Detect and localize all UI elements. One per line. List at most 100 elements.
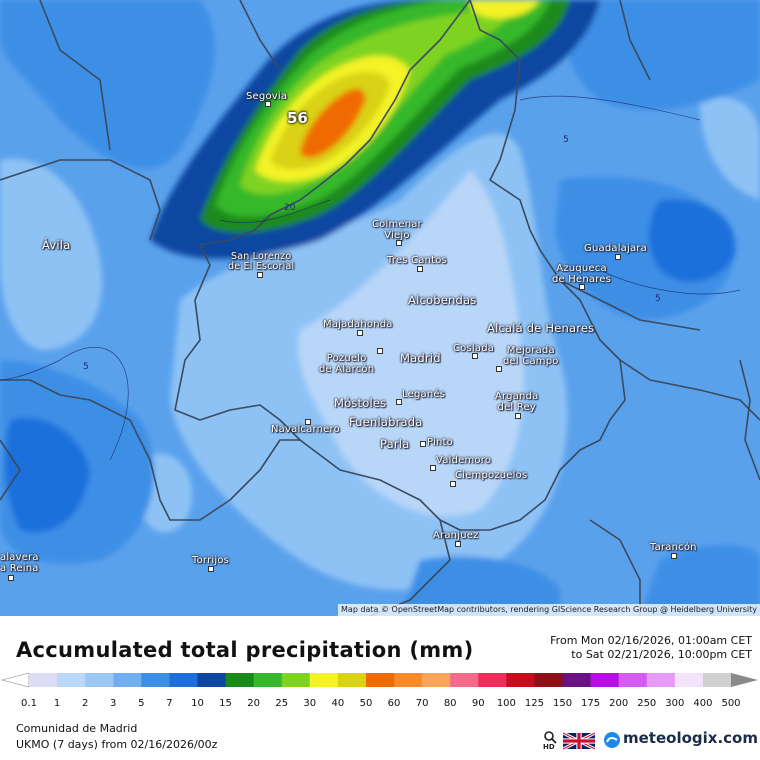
city-marker <box>396 399 402 405</box>
city-label-parla: Parla <box>380 437 410 451</box>
city-label-ciempozuelos: Ciempozuelos <box>455 470 528 481</box>
legend-swatch <box>225 673 255 687</box>
map-attribution: Map data © OpenStreetMap contributors, r… <box>338 604 760 616</box>
city-label-valdemoro: Valdemoro <box>436 455 492 466</box>
legend-swatch <box>141 673 170 687</box>
legend-swatch <box>534 673 564 687</box>
legend-swatch <box>253 673 283 687</box>
legend-swatch <box>113 673 142 687</box>
legend-swatch <box>618 673 648 687</box>
city-label-alcala: Alcalá de Henares <box>487 321 595 335</box>
city-label-trescantos: Tres Cantos <box>387 255 447 266</box>
legend-swatch <box>57 673 86 687</box>
hd-search-icon[interactable]: HD <box>543 730 559 751</box>
legend-swatch <box>562 673 592 687</box>
legend-swatch <box>394 673 423 687</box>
legend-swatch <box>281 673 311 687</box>
legend-tick-label: 200 <box>609 698 629 709</box>
city-label-arganda: Arganda del Rey <box>495 391 539 413</box>
legend-tick-label: 400 <box>693 698 713 709</box>
city-marker <box>450 481 456 487</box>
legend-tick-label: 25 <box>275 698 289 709</box>
city-label-pozuelo: Pozuelo de Alarcón <box>319 353 375 375</box>
city-marker <box>305 419 311 425</box>
city-marker <box>417 266 423 272</box>
region-name: Comunidad de Madrid <box>16 722 138 735</box>
city-label-fuenlabrada: Fuenlabrada <box>349 415 423 429</box>
city-label-colmenar: Colmenar Viejo <box>372 219 422 241</box>
legend-tick-label: 15 <box>219 698 232 709</box>
legend-swatch <box>590 673 620 687</box>
legend-tick-label: 5 <box>138 698 145 709</box>
legend-swatch <box>169 673 198 687</box>
city-marker <box>671 553 677 559</box>
contour-label: 5 <box>83 362 89 372</box>
precipitation-map[interactable]: 56 20 5 5 5 Segovia Ávila Colmenar Viejo… <box>0 0 760 616</box>
city-marker <box>208 566 214 572</box>
city-label-majadahonda: Majadahonda <box>323 319 393 330</box>
legend-swatch <box>29 673 58 687</box>
legend-swatch <box>450 673 479 687</box>
city-marker <box>257 272 263 278</box>
city-marker <box>420 441 426 447</box>
legend-swatch <box>337 673 367 687</box>
legend-tick-label: 90 <box>471 698 485 709</box>
legend-tick-label: 125 <box>524 698 544 709</box>
legend-swatch <box>506 673 535 687</box>
brand-name[interactable]: meteologix.com <box>623 729 758 747</box>
model-info: UKMO (7 days) from 02/16/2026/00z <box>16 738 218 751</box>
meteologix-logo-icon <box>603 731 621 749</box>
city-label-leganes: Leganés <box>402 389 446 400</box>
legend-tick-label: 300 <box>665 698 685 709</box>
legend-tick-label: 80 <box>443 698 457 709</box>
legend-swatch <box>85 673 114 687</box>
city-label-coslada: Coslada <box>453 343 495 354</box>
legend-arrow-low <box>0 672 30 688</box>
hd-label: HD <box>543 743 555 751</box>
legend-swatch <box>422 673 451 687</box>
city-marker <box>515 413 521 419</box>
city-label-aranjuez: Aranjuez <box>433 530 479 541</box>
legend-tick-label: 500 <box>721 698 741 709</box>
city-label-segovia: Segovia <box>246 91 288 102</box>
legend-tick-label: 10 <box>191 698 204 709</box>
legend-swatch <box>478 673 507 687</box>
legend-swatch <box>309 673 339 687</box>
city-marker <box>430 465 436 471</box>
chart-title: Accumulated total precipitation (mm) <box>16 638 474 662</box>
city-label-pinto: Pinto <box>427 437 453 448</box>
city-label-madrid: Madrid <box>400 351 441 365</box>
contour-label: 5 <box>655 294 661 304</box>
city-marker <box>472 353 478 359</box>
legend-tick-label: 50 <box>359 698 373 709</box>
legend-tick-label: 7 <box>166 698 173 709</box>
contour-label: 5 <box>563 135 569 145</box>
legend-tick-label: 30 <box>303 698 317 709</box>
city-label-alcobendas: Alcobendas <box>408 293 477 307</box>
legend-tick-label: 40 <box>331 698 345 709</box>
city-marker <box>8 575 14 581</box>
city-label-mostoles: Móstoles <box>334 396 387 410</box>
city-label-guadalajara: Guadalajara <box>584 243 647 254</box>
city-label-sanlorenzo: San Lorenzo de El Escorial <box>228 251 295 272</box>
city-marker <box>357 330 363 336</box>
legend-tick-label: 3 <box>110 698 117 709</box>
legend-tick-label: 150 <box>552 698 573 709</box>
uk-flag-icon[interactable] <box>562 731 596 751</box>
legend-swatch <box>702 673 732 687</box>
time-range: From Mon 02/16/2026, 01:00am CET to Sat … <box>550 634 752 662</box>
color-scale <box>0 672 758 688</box>
legend-tick-label: 250 <box>637 698 657 709</box>
legend-tick-label: 175 <box>581 698 601 709</box>
legend-arrow-high <box>731 673 758 687</box>
city-marker <box>496 366 502 372</box>
legend-tick-label: 70 <box>415 698 429 709</box>
max-value-label: 56 <box>287 109 308 127</box>
city-label-azuqueca: Azuqueca de Henares <box>552 263 612 285</box>
precipitation-field <box>0 0 760 616</box>
time-range-from: From Mon 02/16/2026, 01:00am CET <box>550 634 752 647</box>
legend-swatch <box>674 673 704 687</box>
city-marker <box>265 101 271 107</box>
city-label-navalcarnero: Navalcarnero <box>271 424 340 435</box>
legend-tick-label: 0.1 <box>21 698 37 709</box>
